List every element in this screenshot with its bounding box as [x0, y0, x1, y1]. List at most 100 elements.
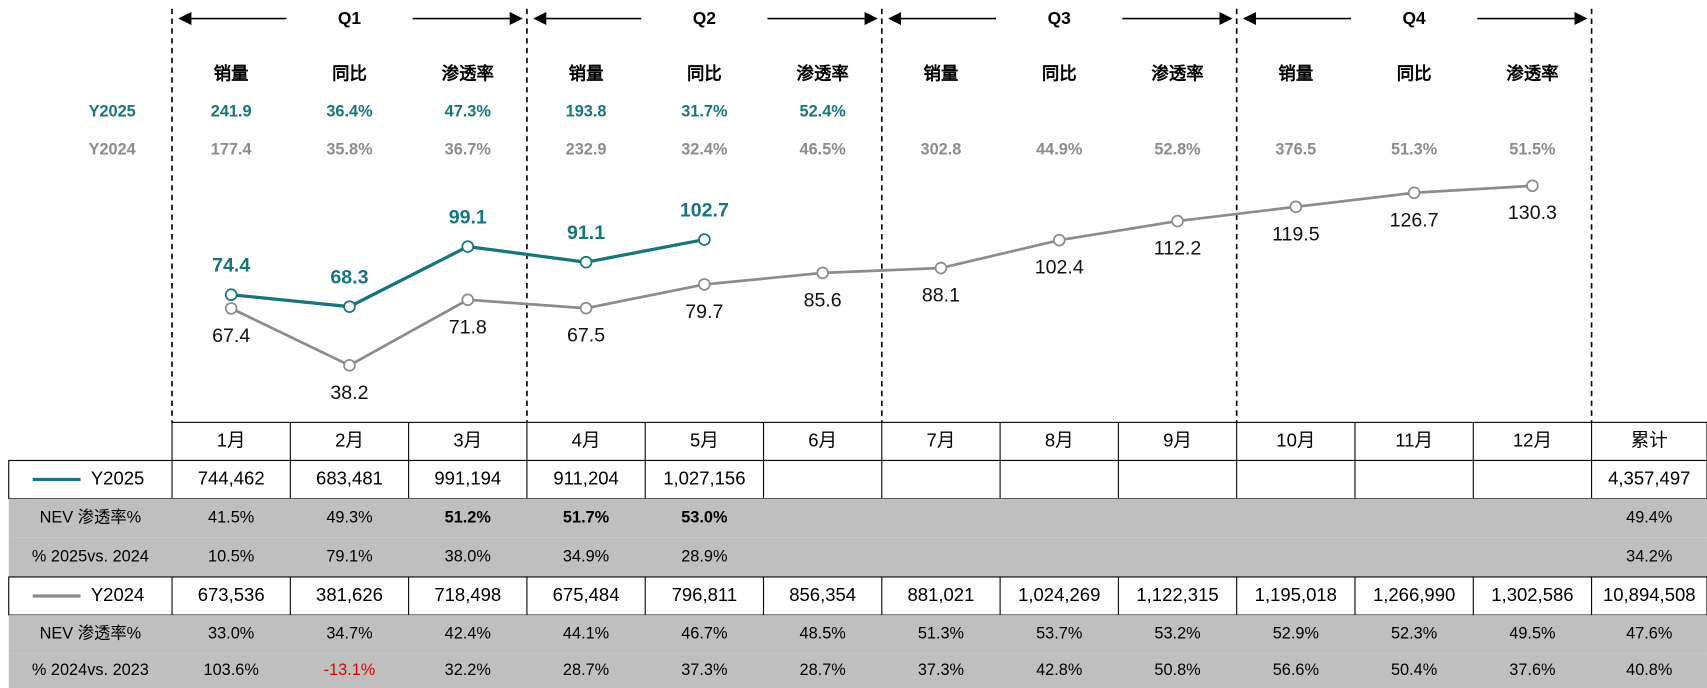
- cell: 1,195,018: [1255, 584, 1337, 605]
- cell: 718,498: [434, 584, 501, 605]
- cell: 673,536: [198, 584, 265, 605]
- point: [934, 261, 948, 275]
- stat-row-label: Y2024: [89, 141, 136, 159]
- stat-header: 同比: [1397, 64, 1432, 84]
- stat-value: 32.4%: [681, 141, 728, 159]
- cell: 10,894,508: [1603, 584, 1696, 605]
- cell: 911,204: [553, 467, 619, 488]
- cell: 50.8%: [1154, 661, 1200, 679]
- cell: 51.7%: [563, 508, 610, 526]
- quarter-label: Q3: [1048, 8, 1072, 28]
- cell: 37.3%: [681, 661, 727, 679]
- point: [461, 240, 475, 253]
- x-tick-label: 8月: [1045, 429, 1074, 450]
- stat-header: 同比: [687, 64, 722, 84]
- stat-row-label: Y2025: [89, 102, 136, 120]
- cell: 10.5%: [208, 548, 254, 566]
- point: [1526, 179, 1539, 193]
- cell: 49.3%: [326, 508, 372, 526]
- point: [1052, 233, 1066, 247]
- stat-header: 渗透率: [1151, 64, 1203, 84]
- cell: 51.2%: [445, 508, 492, 526]
- cell: 33.0%: [208, 624, 254, 642]
- point: [579, 255, 593, 269]
- row-label: NEV 渗透率%: [40, 508, 142, 526]
- stat-value: 51.3%: [1391, 141, 1438, 159]
- point: [1289, 200, 1303, 214]
- row-label: % 2024vs. 2023: [32, 661, 149, 679]
- cell: 28.7%: [800, 661, 846, 679]
- stat-header: 销量: [924, 64, 959, 84]
- data-label: 130.3: [1508, 202, 1557, 224]
- cell: 103.6%: [204, 661, 259, 679]
- cell: 41.5%: [208, 508, 254, 526]
- cell: 51.3%: [918, 624, 964, 642]
- x-tick-label: 12月: [1513, 429, 1552, 450]
- x-tick-label: 1月: [217, 429, 246, 450]
- x-tick-label: 5月: [690, 429, 719, 450]
- cell: 47.6%: [1626, 624, 1672, 642]
- data-label: 112.2: [1154, 238, 1202, 260]
- cell: 53.0%: [681, 508, 728, 526]
- data-label: 67.4: [212, 325, 250, 347]
- stat-value: 51.5%: [1509, 141, 1556, 159]
- cell: 37.3%: [918, 661, 964, 679]
- cell: 49.5%: [1509, 624, 1555, 642]
- cell: 56.6%: [1273, 661, 1319, 679]
- cell: -13.1%: [324, 661, 376, 679]
- point: [224, 302, 238, 315]
- cell: 381,626: [316, 584, 383, 605]
- legend-label: Y2024: [91, 584, 145, 605]
- point: [461, 293, 475, 307]
- cell: 79.1%: [326, 548, 372, 566]
- cell: 40.8%: [1626, 661, 1672, 679]
- point: [1407, 186, 1421, 200]
- stat-header: 同比: [1042, 64, 1077, 84]
- data-label: 67.5: [567, 325, 605, 347]
- stat-header: 销量: [1278, 64, 1313, 84]
- cell: 42.4%: [445, 624, 491, 642]
- cell: 1,024,269: [1018, 584, 1100, 605]
- cell: 49.4%: [1626, 508, 1672, 526]
- stat-header: 渗透率: [442, 64, 494, 84]
- header-row: [171, 421, 1707, 462]
- cell: 1,266,990: [1373, 584, 1455, 605]
- cell: 28.7%: [563, 661, 609, 679]
- stat-value: 36.4%: [326, 102, 373, 120]
- total-header: 累计: [1631, 429, 1668, 450]
- stat-value: 52.4%: [800, 102, 847, 120]
- point: [698, 233, 711, 246]
- cell: 1,122,315: [1136, 584, 1218, 605]
- cell: 42.8%: [1036, 661, 1082, 679]
- x-tick-label: 11月: [1395, 429, 1433, 450]
- quarter-label: Q1: [338, 8, 362, 28]
- cell: 50.4%: [1391, 661, 1437, 679]
- x-tick-label: 3月: [453, 429, 482, 450]
- data-label: 68.3: [330, 267, 368, 289]
- x-tick-label: 2月: [335, 429, 364, 450]
- point: [579, 301, 593, 315]
- cell: 52.3%: [1391, 624, 1437, 642]
- stat-value: 46.5%: [800, 141, 847, 159]
- legend-label: Y2025: [91, 467, 145, 488]
- data-label: 102.4: [1035, 257, 1084, 279]
- stat-header: 销量: [214, 64, 249, 84]
- cell: 1,302,586: [1491, 584, 1573, 605]
- data-label: 126.7: [1390, 209, 1439, 231]
- stat-header: 渗透率: [1506, 64, 1558, 84]
- cell: 53.7%: [1036, 624, 1082, 642]
- stat-value: 44.9%: [1036, 141, 1083, 159]
- cell: 32.2%: [445, 661, 491, 679]
- data-label: 88.1: [922, 285, 960, 307]
- stat-value: 302.8: [921, 141, 962, 159]
- main-row: [8, 576, 1707, 616]
- point: [1171, 214, 1184, 228]
- cell: 37.6%: [1509, 661, 1555, 679]
- data-label: 71.8: [449, 316, 487, 338]
- cell: 53.2%: [1154, 624, 1200, 642]
- stat-header: 渗透率: [797, 64, 849, 84]
- x-tick-label: 10月: [1276, 429, 1315, 450]
- cell: 4,357,497: [1608, 467, 1690, 488]
- stat-value: 177.4: [211, 141, 252, 159]
